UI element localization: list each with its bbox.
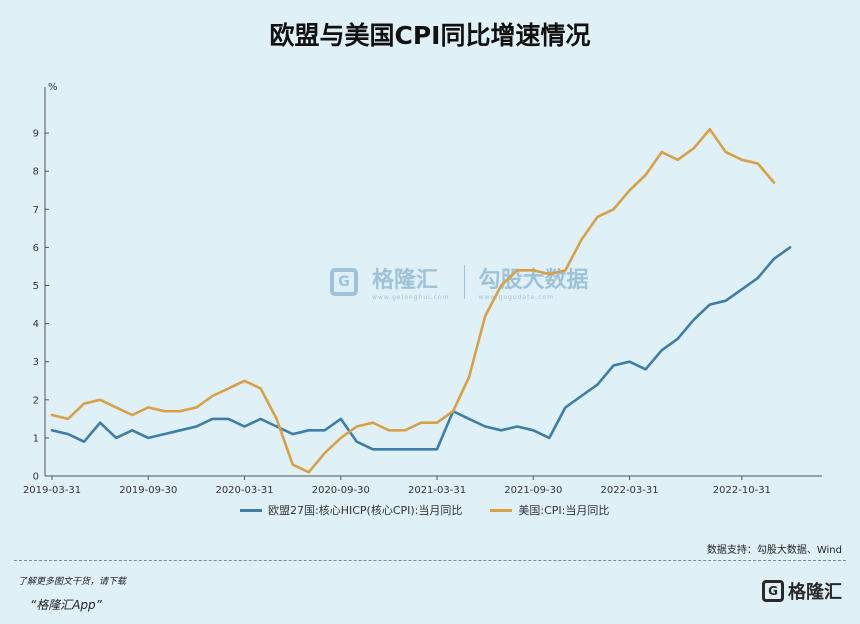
watermark-brand2-url: www.gogudata.com [478, 294, 554, 301]
y-tick-label: 6 [33, 243, 39, 254]
x-tick-label: 2021-03-31 [408, 485, 466, 496]
y-tick-label: 3 [33, 357, 39, 368]
footer-logo: G 格隆汇 [762, 578, 842, 604]
x-tick-label: 2020-03-31 [215, 485, 273, 496]
y-axis-unit: % [48, 82, 58, 93]
watermark-brand1: 格隆汇 [372, 268, 439, 293]
y-tick-label: 8 [33, 167, 39, 178]
y-tick-label: 5 [33, 281, 39, 292]
legend-label-us: 美国:CPI:当月同比 [518, 504, 610, 517]
watermark: G 格隆汇 www.gelonghui.com 勾股大数据 www.goguda… [330, 262, 589, 301]
y-tick-label: 2 [33, 395, 39, 406]
chart-title: 欧盟与美国CPI同比增速情况 [269, 21, 591, 50]
watermark-divider [463, 264, 465, 299]
y-tick-label: 0 [33, 472, 39, 483]
series-line-eu [50, 246, 792, 451]
x-tick-label: 2022-10-31 [713, 485, 771, 496]
legend-swatch-eu [240, 508, 262, 512]
y-tick-label: 7 [33, 205, 39, 216]
x-tick-label: 2019-03-31 [23, 485, 81, 496]
legend-swatch-us [490, 508, 513, 512]
x-tick-label: 2021-09-30 [504, 485, 562, 496]
series-line-us [50, 128, 776, 474]
x-tick-label: 2019-09-30 [119, 485, 177, 496]
legend-item-eu: 欧盟27国:核心HICP(核心CPI):当月同比 [240, 502, 462, 518]
footer-divider [14, 560, 846, 561]
legend-item-us: 美国:CPI:当月同比 [490, 502, 609, 518]
footer-logo-text: 格隆汇 [788, 582, 842, 603]
chart-legend: 欧盟27国:核心HICP(核心CPI):当月同比 美国:CPI:当月同比 [240, 502, 609, 518]
legend-label-eu: 欧盟27国:核心HICP(核心CPI):当月同比 [268, 504, 463, 517]
gelonghui-footer-logo-icon: G [762, 580, 784, 602]
y-tick-label: 9 [33, 129, 39, 140]
data-source: 数据支持：勾股大数据、Wind [706, 545, 842, 556]
y-tick-label: 4 [33, 319, 39, 330]
footer-note: 了解更多图文干货，请下载 [18, 577, 127, 587]
x-tick-label: 2020-09-30 [312, 485, 370, 496]
footer-app-name: “格隆汇App” [30, 598, 102, 612]
y-tick-label: 1 [33, 433, 39, 444]
x-tick-label: 2022-03-31 [601, 485, 659, 496]
watermark-brand1-url: www.gelonghui.com [372, 294, 450, 301]
gelonghui-logo-icon: G [330, 267, 358, 296]
watermark-brand2: 勾股大数据 [478, 268, 589, 293]
